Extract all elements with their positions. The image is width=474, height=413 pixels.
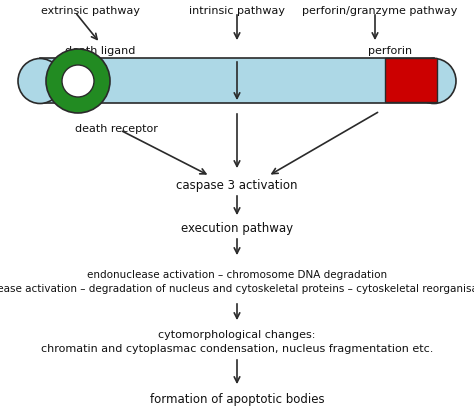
- Bar: [385, 59, 437, 103]
- Text: perforin/granzyme pathway: perforin/granzyme pathway: [302, 6, 458, 16]
- Text: caspase 3 activation: caspase 3 activation: [176, 179, 298, 192]
- Ellipse shape: [46, 50, 110, 114]
- Text: execution pathway: execution pathway: [181, 222, 293, 235]
- Text: formation of apoptotic bodies: formation of apoptotic bodies: [150, 392, 324, 406]
- Text: perforin: perforin: [368, 46, 412, 56]
- Text: death ligand: death ligand: [65, 46, 135, 56]
- Text: cytomorphological changes:
chromatin and cytoplasmac condensation, nucleus fragm: cytomorphological changes: chromatin and…: [41, 330, 433, 353]
- Ellipse shape: [18, 59, 62, 104]
- Text: intrinsic pathway: intrinsic pathway: [189, 6, 285, 16]
- Text: endonuclease activation – chromosome DNA degradation
protease activation – degra: endonuclease activation – chromosome DNA…: [0, 270, 474, 293]
- Ellipse shape: [62, 66, 94, 98]
- Text: extrinsic pathway: extrinsic pathway: [40, 6, 139, 16]
- Ellipse shape: [412, 59, 456, 104]
- Bar: [40, 59, 434, 104]
- Text: death receptor: death receptor: [75, 124, 158, 134]
